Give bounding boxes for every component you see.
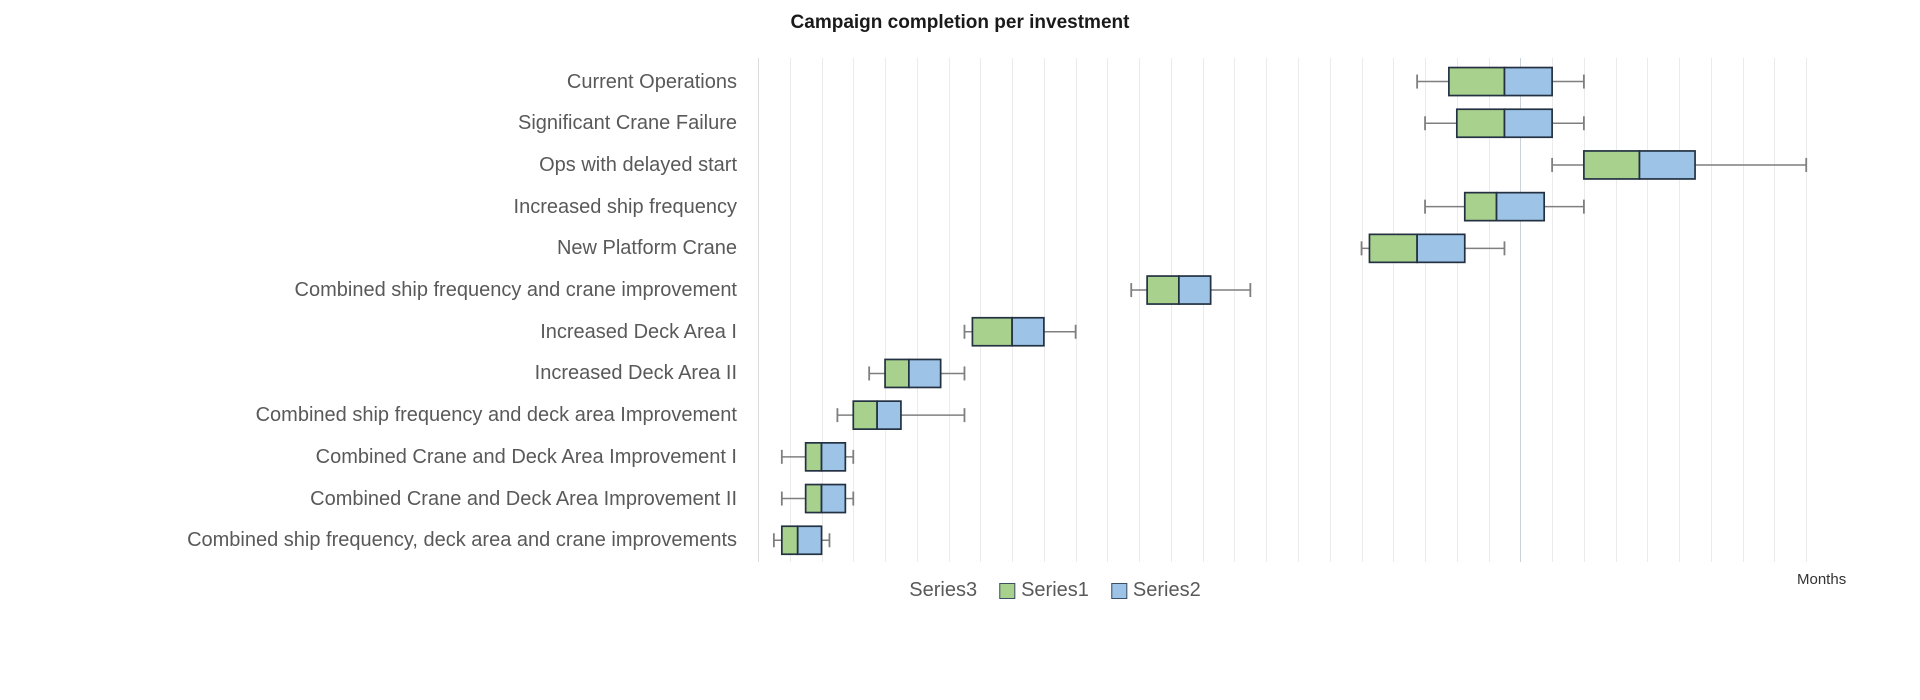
- legend-swatch-icon: [1110, 582, 1127, 599]
- box-median-q3: [1416, 233, 1466, 264]
- box-median-q3: [820, 442, 847, 472]
- box-q1-median: [804, 483, 823, 514]
- category-label: Ops with delayed start: [539, 153, 737, 176]
- legend-item-series1: Series1: [999, 579, 1089, 602]
- category-label: Increased Deck Area I: [540, 320, 737, 343]
- box-median-q3: [1178, 275, 1212, 305]
- box-q1-median: [1583, 150, 1641, 180]
- legend-swatch-icon: [999, 582, 1016, 599]
- box-median-q3: [908, 358, 942, 389]
- box-median-q3: [1503, 66, 1553, 97]
- box-q1-median: [780, 525, 799, 556]
- x-axis-label: Months: [1797, 571, 1847, 588]
- box-q1-median: [804, 442, 823, 472]
- plot-area: [758, 58, 1808, 562]
- box-median-q3: [1638, 150, 1696, 180]
- category-label: Combined Crane and Deck Area Improvement…: [315, 445, 737, 468]
- legend-label: Series3: [909, 579, 978, 601]
- box-q1-median: [1146, 275, 1180, 305]
- category-label: Current Operations: [566, 70, 737, 93]
- box-q1-median: [884, 358, 910, 389]
- category-label: New Platform Crane: [556, 237, 737, 260]
- legend-item-series2: Series2: [1110, 579, 1201, 602]
- legend-label: Series1: [1021, 579, 1089, 601]
- legend-item-series3: Series3: [909, 579, 977, 602]
- box-q1-median: [1448, 66, 1506, 97]
- category-label: Combined Crane and Deck Area Improvement…: [310, 487, 737, 510]
- box-median-q3: [820, 483, 847, 514]
- box-median-q3: [1503, 108, 1553, 139]
- category-label: Significant Crane Failure: [518, 112, 737, 135]
- category-label: Increased Deck Area II: [534, 362, 737, 385]
- category-label: Combined ship frequency and crane improv…: [294, 279, 737, 302]
- category-label: Combined ship frequency and deck area Im…: [255, 404, 737, 427]
- chart-title: Campaign completion per investment: [790, 12, 1130, 33]
- category-label: Combined ship frequency, deck area and c…: [187, 529, 737, 552]
- box-q1-median: [1455, 108, 1506, 139]
- box-q1-median: [852, 400, 878, 430]
- legend: Series3 Series1 Series2: [909, 579, 1200, 602]
- box-median-q3: [1011, 316, 1045, 347]
- legend-label: Series2: [1132, 579, 1201, 601]
- box-median-q3: [796, 525, 823, 556]
- category-label: Increased ship frequency: [513, 195, 737, 218]
- box-q1-median: [1368, 233, 1418, 264]
- box-median-q3: [876, 400, 902, 430]
- box-q1-median: [971, 316, 1013, 347]
- box-median-q3: [1495, 191, 1546, 222]
- box-q1-median: [1463, 191, 1498, 222]
